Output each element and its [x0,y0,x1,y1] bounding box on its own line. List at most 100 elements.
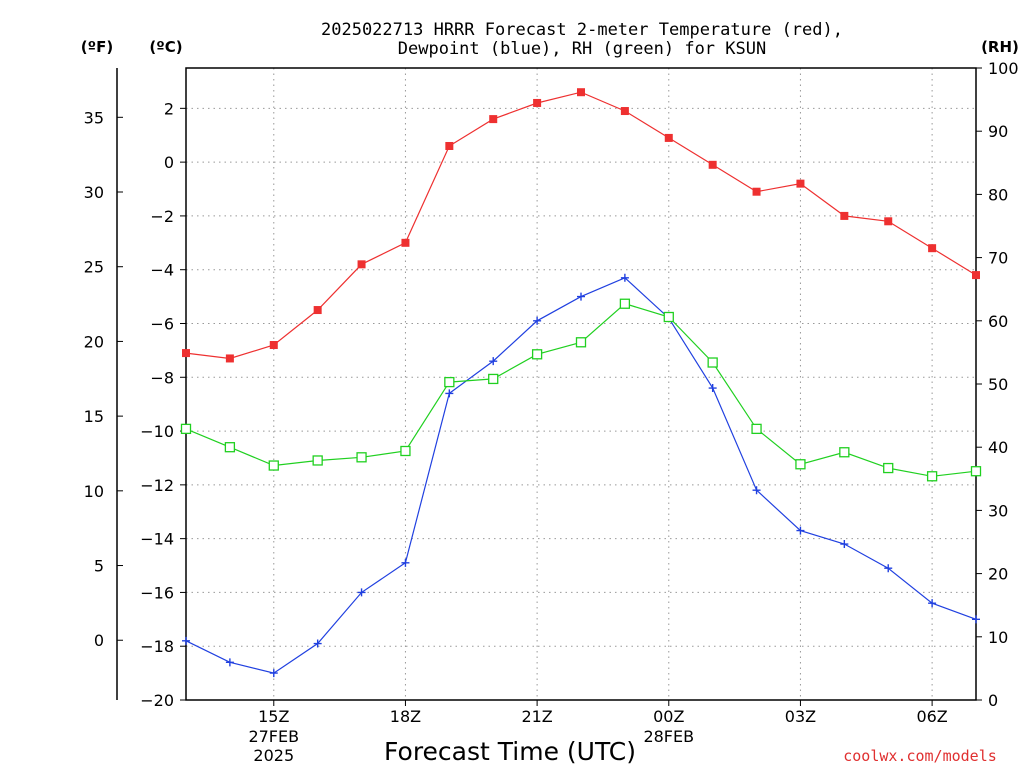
dewpoint-point [401,558,410,567]
temperature-point [357,260,366,269]
dewpoint-point [225,658,234,667]
rh-tick-label: 20 [988,565,1008,584]
fahrenheit-tick-label: 30 [84,183,104,202]
celsius-tick-label: −16 [140,583,174,602]
temperature-point [313,306,322,315]
source-credit: coolwx.com/models [843,747,997,765]
rh-tick-label: 80 [988,185,1008,204]
chart-title-line-2: Dewpoint (blue), RH (green) for KSUN [398,39,766,59]
rh-point [883,462,894,474]
dewpoint-point [620,273,629,282]
dewpoint-point [884,564,893,573]
rh-point [356,452,367,463]
dewpoint-point [928,599,937,608]
time-tick-label: 03Z [785,707,816,726]
celsius-tick-label: −2 [150,207,174,226]
celsius-tick-label: 0 [164,153,174,172]
dewpoint-point [533,316,542,325]
rh-point [575,337,587,348]
temperature-point [269,341,278,350]
rh-point [619,298,631,309]
time-tick-label: 00Z [653,707,684,726]
celsius-tick-label: −18 [140,637,174,656]
celsius-tick-label: −20 [140,691,174,710]
time-tick-label: 18Z [390,707,421,726]
fahrenheit-axis: 0 5 10 15 20 25 30 35 [84,108,123,650]
fahrenheit-tick-label: 0 [94,631,104,650]
celsius-axis: −20−18−16−14−12−10−8−6−4−202 [140,99,186,710]
dewpoint-line [185,277,977,674]
fahrenheit-unit-label: (ºF) [81,38,113,56]
rh-line [185,303,977,477]
dewpoint-point [269,669,278,678]
temperature-point [664,133,673,142]
rh-point [400,445,411,457]
temperature-point [225,354,234,363]
rh-point [268,460,279,471]
rh-tick-label: 90 [988,122,1008,141]
fahrenheit-tick-label: 10 [84,482,104,501]
rh-tick-label: 40 [988,438,1008,457]
series-rh [180,298,982,482]
dewpoint-point [796,526,805,535]
time-tick-sublabel: 27FEB [248,727,299,746]
dewpoint-point [708,384,717,393]
rh-point [795,459,806,470]
rh-point [531,349,543,360]
rh-point [488,373,499,385]
dewpoint-point [182,636,190,645]
fahrenheit-tick-label: 5 [94,557,104,576]
rh-point [444,376,455,388]
rh-point [180,423,192,435]
chart-title-line-1: 2025022713 HRRR Forecast 2-meter Tempera… [321,20,843,40]
temperature-point [752,187,761,196]
rh-tick-label: 0 [988,691,998,710]
rh-point [224,442,236,453]
rh-tick-label: 10 [988,628,1008,647]
temperature-point [533,98,542,107]
dewpoint-point [357,588,366,597]
dewpoint-point [489,357,498,366]
dewpoint-point [577,292,585,301]
x-axis-label: Forecast Time (UTC) [384,737,636,766]
temperature-point [884,217,893,226]
temperature-point [577,88,585,97]
rh-point [839,447,850,458]
temperature-point [489,115,498,124]
rh-axis: 0 10 20 30 40 50 60 70 80 90 100 [976,59,1019,710]
rh-tick-label: 50 [988,375,1008,394]
celsius-tick-label: −10 [140,422,174,441]
fahrenheit-tick-label: 25 [84,258,104,277]
temperature-point [401,238,410,247]
temperature-point [972,271,980,280]
time-tick-sublabel: 28FEB [643,727,694,746]
time-tick-label: 06Z [916,707,947,726]
rh-tick-label: 100 [988,59,1019,78]
rh-point [751,423,762,435]
series-layer [180,88,982,678]
celsius-tick-label: −4 [150,261,174,280]
temperature-line [185,91,977,360]
fahrenheit-tick-label: 20 [84,332,104,351]
fahrenheit-tick-label: 15 [84,407,104,426]
rh-tick-label: 70 [988,249,1008,268]
grid-lines [186,68,976,700]
celsius-tick-label: 2 [164,99,174,118]
celsius-tick-label: −12 [140,476,174,495]
temperature-point [182,349,190,358]
rh-point [926,471,938,482]
temperature-point [620,107,629,116]
rh-point [312,455,323,466]
time-tick-sublabel: 2025 [253,746,294,765]
temperature-point [445,141,454,150]
dewpoint-point [445,389,454,398]
temperature-point [840,211,849,220]
fahrenheit-tick-label: 35 [84,108,104,127]
temperature-point [708,160,717,169]
temperature-point [796,179,805,188]
celsius-unit-label: (ºC) [149,38,182,56]
plot-frame [185,67,977,701]
dewpoint-point [752,486,761,495]
series-dewpoint [182,273,980,678]
